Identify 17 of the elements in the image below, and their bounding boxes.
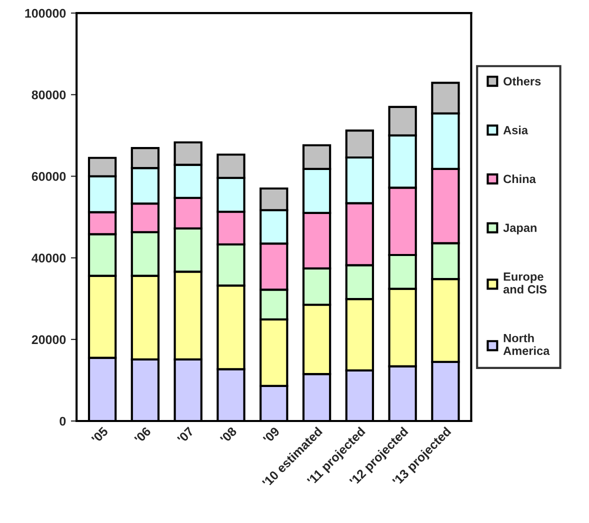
legend-label: Others <box>504 76 541 86</box>
legend-label: Asia <box>503 126 528 134</box>
legend-label: China <box>504 174 536 184</box>
x-tick-label: '08 <box>220 426 238 444</box>
y-tick-label: 40000 <box>32 254 66 262</box>
x-tick-label: '06 <box>134 426 152 444</box>
y-tick-label: 80000 <box>32 90 66 100</box>
y-tick-label: 0 <box>60 416 66 426</box>
legend-label: Japan <box>503 224 536 234</box>
y-tick-label: 20000 <box>32 335 66 344</box>
legend-label: North America <box>503 334 550 356</box>
x-tick-label: '07 <box>176 426 194 444</box>
x-tick-label: '09 <box>262 426 280 444</box>
y-tick-label: 60000 <box>32 172 66 181</box>
x-tick-label: '05 <box>91 426 109 444</box>
legend-label: Europe and CIS <box>503 272 547 294</box>
y-tick-label: 100000 <box>25 8 66 18</box>
